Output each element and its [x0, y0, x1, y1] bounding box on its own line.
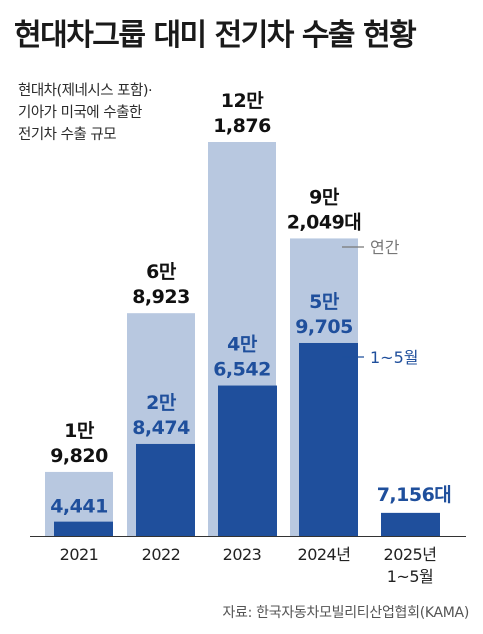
- jan-may-bar: [218, 385, 277, 536]
- subtitle-line: 전기차 수출 규모: [18, 127, 117, 143]
- x-tick-label: 2022: [142, 545, 181, 564]
- legend-label-annual: 연간: [370, 238, 400, 257]
- legend-label-jan-may: 1~5월: [370, 348, 419, 367]
- jan-may-data-label: 5만: [309, 291, 340, 313]
- chart-subtitle: 현대차(제네시스 포함)· 기아가 미국에 수출한 전기차 수출 규모: [18, 80, 153, 146]
- annual-data-label: 8,923: [132, 286, 190, 308]
- x-tick-label: 2025년: [384, 545, 437, 564]
- x-tick-label: 2023: [223, 545, 262, 564]
- x-tick-label: 1~5월: [387, 567, 434, 586]
- jan-may-bar: [54, 521, 113, 536]
- x-tick-label: 2021: [60, 545, 99, 564]
- subtitle-line: 기아가 미국에 수출한: [18, 105, 142, 121]
- annual-data-label: 2,049대: [287, 211, 362, 233]
- jan-may-bar: [381, 512, 440, 536]
- jan-may-bar: [299, 342, 358, 536]
- annual-data-label: 1,876: [213, 115, 271, 137]
- jan-may-data-label: 4,441: [50, 496, 108, 518]
- jan-may-data-label: 2만: [146, 392, 177, 414]
- annual-data-label: 1만: [64, 420, 95, 442]
- jan-may-data-label: 7,156대: [377, 484, 452, 506]
- chart-title: 현대차그룹 대미 전기차 수출 현황: [14, 18, 417, 53]
- jan-may-data-label: 9,705: [295, 316, 353, 338]
- jan-may-data-label: 6,542: [213, 359, 271, 381]
- annual-data-label: 6만: [146, 261, 177, 283]
- jan-may-data-label: 8,474: [132, 417, 190, 439]
- jan-may-bar: [136, 443, 195, 536]
- jan-may-data-label: 4만: [227, 334, 258, 356]
- annual-data-label: 9만: [309, 186, 340, 208]
- source-note: 자료: 한국자동차모빌리티산업협회(KAMA): [222, 605, 469, 621]
- subtitle-line: 현대차(제네시스 포함)·: [18, 83, 153, 99]
- annual-data-label: 9,820: [50, 445, 108, 467]
- annual-data-label: 12만: [221, 90, 264, 112]
- x-tick-label: 2024년: [298, 545, 351, 564]
